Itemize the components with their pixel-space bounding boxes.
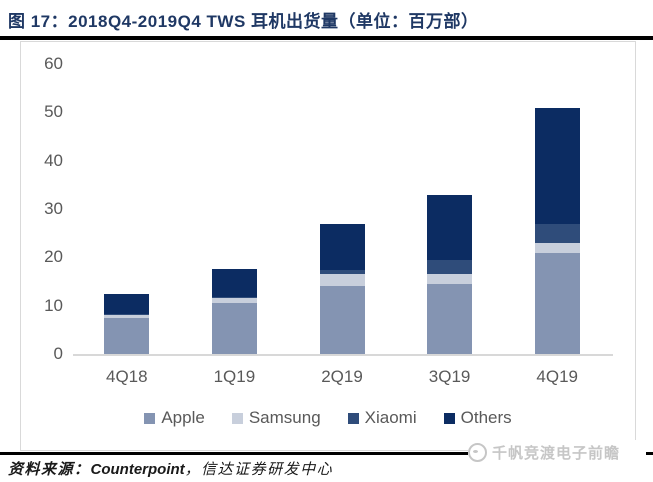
y-tick-label: 20 — [44, 247, 63, 267]
watermark-logo-icon — [468, 442, 487, 462]
bar-segment-samsung — [104, 315, 150, 318]
bar-segment-others — [211, 269, 257, 297]
source-label: 资料来源： — [8, 462, 91, 478]
legend-item-others: Others — [443, 408, 512, 428]
legend-marker-icon — [443, 412, 455, 424]
y-tick-label: 40 — [44, 150, 63, 170]
legend-label: Apple — [161, 408, 205, 427]
stacked-bar-1q19 — [211, 269, 257, 354]
legend-item-apple: Apple — [144, 408, 205, 428]
x-tick-label: 2Q19 — [321, 367, 363, 386]
figure-title: 图 17：2018Q4-2019Q4 TWS 耳机出货量（单位：百万部） — [8, 12, 479, 31]
stacked-bar-3q19 — [427, 194, 473, 354]
title-divider-rule — [0, 36, 653, 40]
x-tick-label: 1Q19 — [213, 367, 256, 386]
bar-segment-xiaomi — [104, 313, 150, 316]
bar-segment-samsung — [211, 298, 257, 304]
x-axis-category-labels: 4Q18 1Q19 2Q19 3Q19 4Q19 — [73, 367, 611, 389]
y-tick-label: 30 — [44, 199, 63, 218]
footer-divider-rule — [0, 452, 653, 455]
chart-legend: Apple Samsung Xiaomi Others — [21, 408, 635, 428]
watermark: 千帆竞渡电子前瞻 — [468, 440, 646, 464]
y-tick-label: 50 — [44, 102, 63, 122]
source-rest: ，信达证券研发中心 — [184, 462, 334, 478]
stacked-bar-2q19 — [319, 223, 365, 354]
bar-segment-apple — [427, 283, 473, 354]
bar-segment-others — [534, 107, 580, 224]
legend-item-xiaomi: Xiaomi — [347, 408, 417, 428]
y-tick-label: 0 — [53, 344, 63, 363]
y-tick-label: 60 — [44, 54, 63, 73]
legend-label: Others — [460, 408, 512, 427]
bar-segment-others — [427, 194, 473, 260]
x-tick-label: 4Q18 — [106, 367, 148, 386]
bar-segment-apple — [319, 286, 365, 354]
source-counterpoint: Counterpoint — [90, 461, 185, 478]
bar-segment-samsung — [319, 274, 365, 287]
legend-marker-icon — [347, 412, 359, 424]
y-tick-label: 10 — [44, 295, 63, 315]
legend-label: Xiaomi — [364, 408, 417, 427]
stacked-bar-4q18 — [104, 293, 150, 354]
bar-segment-apple — [104, 317, 150, 354]
bar-segment-apple — [211, 303, 257, 354]
legend-marker-icon — [144, 412, 156, 424]
bar-segment-xiaomi — [319, 270, 365, 275]
bar-segment-samsung — [534, 242, 580, 253]
legend-item-samsung: Samsung — [231, 408, 321, 428]
legend-label: Samsung — [248, 408, 321, 427]
bar-segment-xiaomi — [211, 296, 257, 299]
watermark-text: 千帆竞渡电子前瞻 — [492, 444, 621, 462]
x-tick-label: 3Q19 — [428, 367, 471, 386]
x-tick-label: 4Q19 — [536, 367, 578, 386]
bar-segment-others — [104, 293, 150, 314]
bar-segment-samsung — [427, 274, 473, 284]
source-attribution: 资料来源：Counterpoint，信达证券研发中心 — [8, 458, 333, 479]
legend-marker-icon — [231, 412, 243, 424]
stacked-bar-4q19 — [534, 107, 580, 354]
x-axis-line — [73, 354, 613, 356]
chart-area: 0 10 20 30 40 50 60 4Q18 1Q19 2Q19 3Q19 4Q19 Apple… — [20, 41, 636, 451]
plot-area — [73, 64, 611, 354]
bar-segment-xiaomi — [534, 223, 580, 243]
bar-segment-others — [319, 223, 365, 271]
bar-segment-apple — [534, 252, 580, 354]
bar-segment-xiaomi — [427, 259, 473, 275]
